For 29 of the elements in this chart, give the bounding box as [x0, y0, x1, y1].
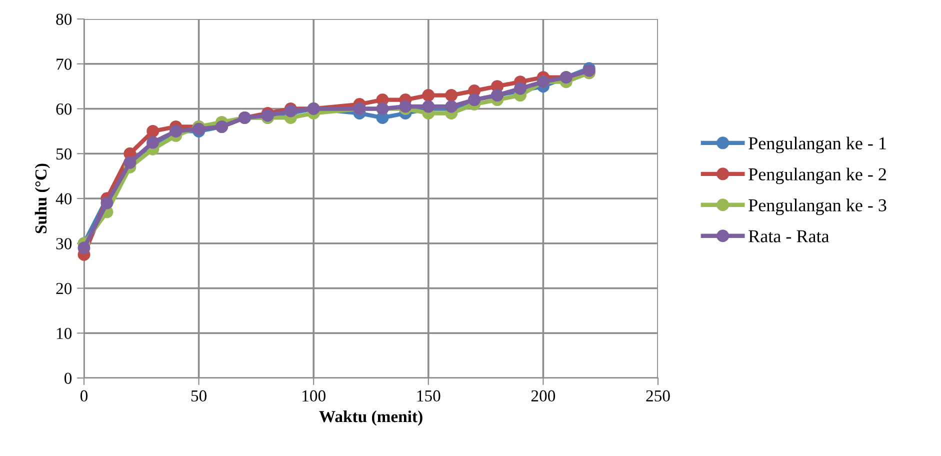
y-tick-label: 40: [56, 193, 72, 204]
point: [399, 100, 412, 113]
x-tick-label: 100: [302, 390, 326, 402]
y-tick-label: 0: [64, 372, 72, 384]
point: [445, 100, 458, 113]
x-tick-label: 250: [646, 390, 670, 402]
point: [445, 89, 458, 102]
x-tick-label: 200: [531, 390, 556, 402]
x-tick-label: 0: [80, 390, 88, 402]
y-tick-label: 80: [56, 14, 72, 25]
point: [422, 100, 435, 113]
x-tick-label: 50: [191, 390, 206, 402]
y-tick-label: 30: [56, 238, 72, 250]
point: [514, 82, 526, 95]
y-tick-label: 50: [56, 148, 72, 160]
x-tick-label: 150: [417, 390, 440, 402]
y-tick-label: 20: [56, 282, 72, 294]
y-tick-label: 70: [56, 58, 72, 70]
point: [422, 89, 435, 102]
legend-label: Pengulangan ke - 3: [748, 198, 886, 216]
legend-label: Pengulangan ke - 2: [748, 168, 886, 184]
y-tick-label: 60: [56, 103, 72, 115]
x-axis-title: Waktu (menit): [319, 410, 422, 426]
y-tick-label: 10: [56, 328, 72, 340]
legend-label: Pengulangan ke - 1: [748, 136, 886, 154]
legend-label: Rata - Rata: [748, 230, 830, 242]
point: [100, 196, 114, 210]
point: [146, 124, 160, 138]
y-axis-title: Suhu (°C): [34, 164, 50, 234]
